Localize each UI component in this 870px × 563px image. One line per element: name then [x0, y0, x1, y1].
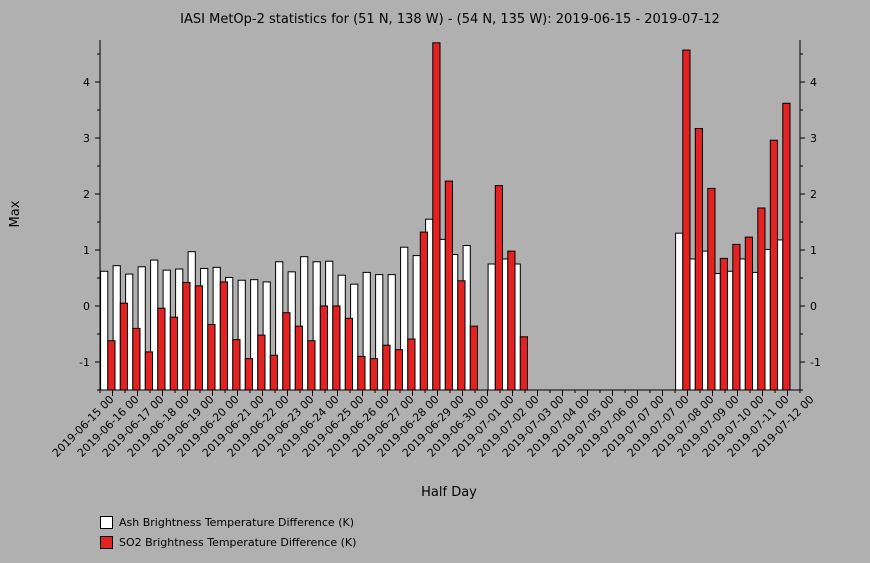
so2-bar: [457, 280, 466, 391]
so2-bar: [269, 354, 278, 391]
so2-bar: [282, 312, 291, 391]
legend-item-ash: Ash Brightness Temperature Difference (K…: [100, 512, 356, 532]
so2-bar: [419, 231, 428, 391]
y-tick-label-left: 1: [83, 244, 90, 257]
y-tick-label-left: -1: [79, 356, 90, 369]
so2-bar: [257, 334, 266, 391]
y-tick-label-right: 3: [810, 132, 817, 145]
y-tick-label-left: 0: [83, 300, 90, 313]
y-tick-label-left: 2: [83, 188, 90, 201]
so2-bar: [194, 285, 204, 391]
so2-bar: [519, 336, 528, 391]
so2-bar: [182, 281, 191, 391]
legend-item-so2: SO2 Brightness Temperature Difference (K…: [100, 532, 356, 552]
so2-bar: [319, 305, 328, 391]
x-axis-label: Half Day: [421, 485, 477, 500]
so2-bar: [382, 344, 391, 391]
legend-swatch-ash: [100, 515, 113, 529]
y-tick-label-right: 0: [810, 300, 817, 313]
so2-bar: [169, 316, 179, 391]
so2-bar: [244, 358, 254, 391]
so2-bar: [332, 305, 341, 391]
y-tick-label-right: -1: [810, 356, 821, 369]
bars-layer: [100, 42, 791, 391]
so2-bar: [357, 355, 366, 391]
so2-bar: [157, 307, 166, 391]
so2-bar: [757, 207, 766, 391]
so2-bar: [207, 323, 216, 391]
so2-bar: [107, 340, 116, 391]
so2-bar: [732, 243, 741, 391]
legend-swatch-so2: [100, 535, 113, 549]
y-tick-label-left: 4: [83, 76, 90, 89]
so2-bar: [119, 302, 129, 391]
ash-bar: [487, 263, 496, 391]
ash-bar: [675, 232, 684, 391]
so2-bar: [344, 317, 353, 391]
so2-bar: [144, 351, 154, 391]
ash-bar: [100, 270, 109, 391]
so2-bar: [444, 180, 453, 391]
so2-bar: [307, 340, 316, 391]
y-axis-label: Max: [8, 200, 23, 227]
legend-label-so2: SO2 Brightness Temperature Difference (K…: [119, 535, 357, 549]
so2-bar: [294, 325, 303, 391]
so2-bar: [369, 358, 378, 391]
so2-bar: [719, 257, 728, 391]
y-tick-label-left: 3: [83, 132, 90, 145]
y-tick-label-right: 2: [810, 188, 817, 201]
y-tick-label-right: 4: [810, 76, 817, 89]
so2-bar: [494, 185, 503, 391]
so2-bar: [407, 338, 416, 391]
so2-bar: [682, 49, 691, 391]
chart-title: IASI MetOp-2 statistics for (51 N, 138 W…: [180, 12, 720, 27]
legend-label-ash: Ash Brightness Temperature Difference (K…: [119, 515, 354, 529]
so2-bar: [507, 250, 516, 391]
so2-bar: [232, 339, 241, 391]
so2-bar: [219, 281, 229, 391]
so2-bar: [707, 187, 716, 391]
so2-bar: [694, 127, 703, 391]
so2-bar: [769, 139, 778, 391]
so2-bar: [469, 325, 478, 391]
so2-bar: [782, 102, 791, 391]
so2-bar: [432, 42, 441, 391]
so2-bar: [132, 327, 141, 391]
so2-bar: [394, 349, 403, 391]
so2-bar: [744, 236, 753, 391]
legend: Ash Brightness Temperature Difference (K…: [100, 512, 356, 552]
y-tick-label-right: 1: [810, 244, 817, 257]
